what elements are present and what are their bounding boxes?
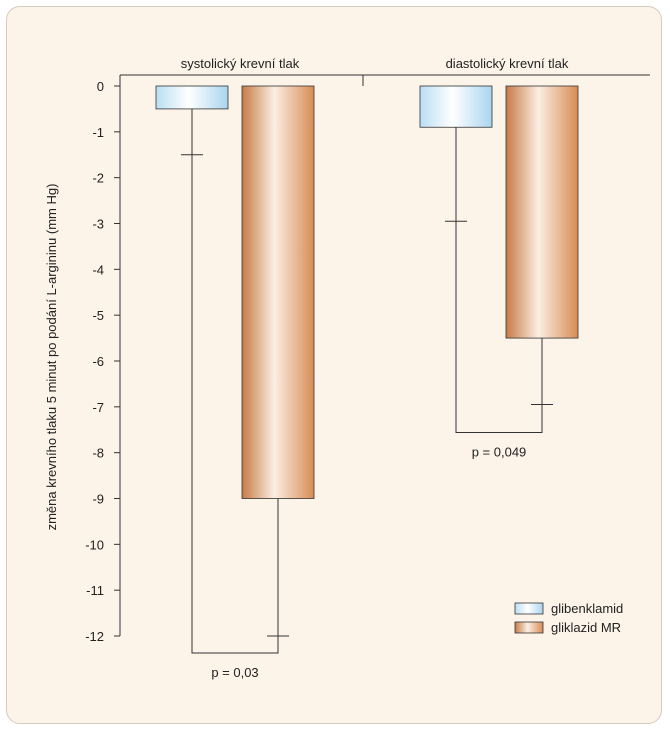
bar-glibenklamid-0 <box>155 85 229 110</box>
bar-gliklazid-0 <box>241 85 315 499</box>
group-label-0: systolický krevní tlak <box>181 56 300 71</box>
p-value-label-1: p = 0,049 <box>472 445 527 460</box>
y-axis-title: změna krevního tlaku 5 minut po podání L… <box>44 184 59 531</box>
y-tick-label-3: -3 <box>92 217 104 232</box>
y-tick-label-8: -8 <box>92 446 104 461</box>
legend-label-glibenklamid: glibenklamid <box>551 601 623 616</box>
significance-bracket-0 <box>191 154 279 654</box>
significance-bracket-1 <box>455 221 543 434</box>
y-tick-label-1: -1 <box>92 125 104 140</box>
y-tick-label-12: -12 <box>85 629 104 644</box>
y-tick-label-2: -2 <box>92 171 104 186</box>
group-label-1: diastolický krevní tlak <box>446 56 569 71</box>
y-tick-label-6: -6 <box>92 354 104 369</box>
y-tick-label-5: -5 <box>92 308 104 323</box>
legend-swatch-gliklazid <box>514 621 544 634</box>
y-tick-label-11: -11 <box>86 583 104 598</box>
legend-swatch-glibenklamid <box>514 602 544 615</box>
y-tick-label-0: 0 <box>97 79 104 94</box>
legend-label-gliklazid: gliklazid MR <box>551 620 621 635</box>
bar-glibenklamid-1 <box>419 85 493 128</box>
bar-gliklazid-1 <box>505 85 579 339</box>
y-tick-label-7: -7 <box>92 400 104 415</box>
y-tick-label-9: -9 <box>92 492 104 507</box>
y-tick-label-10: -10 <box>85 537 104 552</box>
y-tick-label-4: -4 <box>92 262 104 277</box>
p-value-label-0: p = 0,03 <box>211 665 258 680</box>
